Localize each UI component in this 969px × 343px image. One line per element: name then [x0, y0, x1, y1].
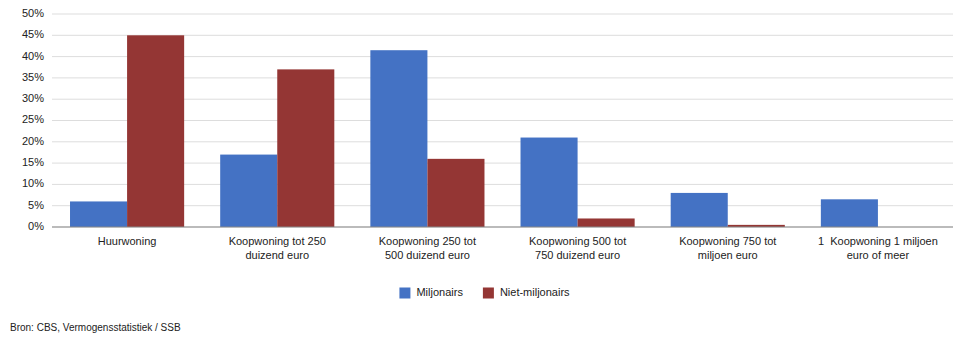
y-tick-label: 25%: [22, 113, 44, 125]
legend-label: Niet-miljonairs: [500, 286, 570, 298]
grid-line: [52, 184, 953, 185]
chart: 0% 5% 10% 15% 20% 25% 30% 35% 40% 45% 50% Huurwonin…: [0, 0, 969, 343]
grid-line: [52, 227, 953, 228]
legend: Miljonairs Niet-miljonairs: [399, 286, 570, 299]
bar: [578, 218, 635, 227]
bar: [370, 50, 427, 227]
bar: [821, 199, 878, 227]
x-tick-label: Koopwoning 250 tot500 duizend euro: [379, 235, 476, 261]
grid-line: [52, 35, 953, 36]
legend-label: Miljonairs: [416, 286, 463, 298]
y-tick-label: 35%: [22, 71, 44, 83]
legend-swatch: [483, 288, 494, 299]
bar: [277, 69, 334, 227]
grid-line: [52, 99, 953, 100]
bar: [427, 159, 484, 227]
bar: [671, 193, 728, 227]
y-tick-label: 30%: [22, 92, 44, 104]
bar: [521, 138, 578, 227]
grid: [52, 14, 953, 227]
y-tick-label: 20%: [22, 135, 44, 147]
x-tick-label: Koopwoning 750 totmiljoen euro: [679, 235, 776, 261]
grid-line: [52, 14, 953, 15]
y-tick-label: 10%: [22, 177, 44, 189]
y-tick-label: 15%: [22, 156, 44, 168]
x-axis-line: [52, 227, 953, 228]
y-tick-label: 0%: [28, 220, 44, 232]
y-tick-label: 45%: [22, 28, 44, 40]
x-tick-label: 1 Koopwoning 1 miljoeneuro of meer: [818, 235, 938, 261]
legend-swatch: [399, 288, 410, 299]
grid-line: [52, 205, 953, 206]
bars: [70, 35, 878, 227]
source-note: Bron: CBS, Vermogensstatistiek / SSB: [10, 322, 181, 333]
y-tick-label: 40%: [22, 50, 44, 62]
x-tick-label: Koopwoning tot 250duizend euro: [229, 235, 326, 261]
grid-line: [52, 163, 953, 164]
grid-line: [52, 141, 953, 142]
bar: [127, 35, 184, 227]
bar: [70, 201, 127, 227]
grid-line: [52, 56, 953, 57]
chart-container: 0% 5% 10% 15% 20% 25% 30% 35% 40% 45% 50% Huurwonin…: [0, 0, 969, 343]
bar: [220, 155, 277, 227]
x-tick-label: Huurwoning: [98, 235, 157, 247]
y-tick-label: 5%: [28, 199, 44, 211]
y-tick-label: 50%: [22, 7, 44, 19]
grid-line: [52, 120, 953, 121]
x-tick-label: Koopwoning 500 tot750 duizend euro: [529, 235, 626, 261]
grid-line: [52, 77, 953, 78]
